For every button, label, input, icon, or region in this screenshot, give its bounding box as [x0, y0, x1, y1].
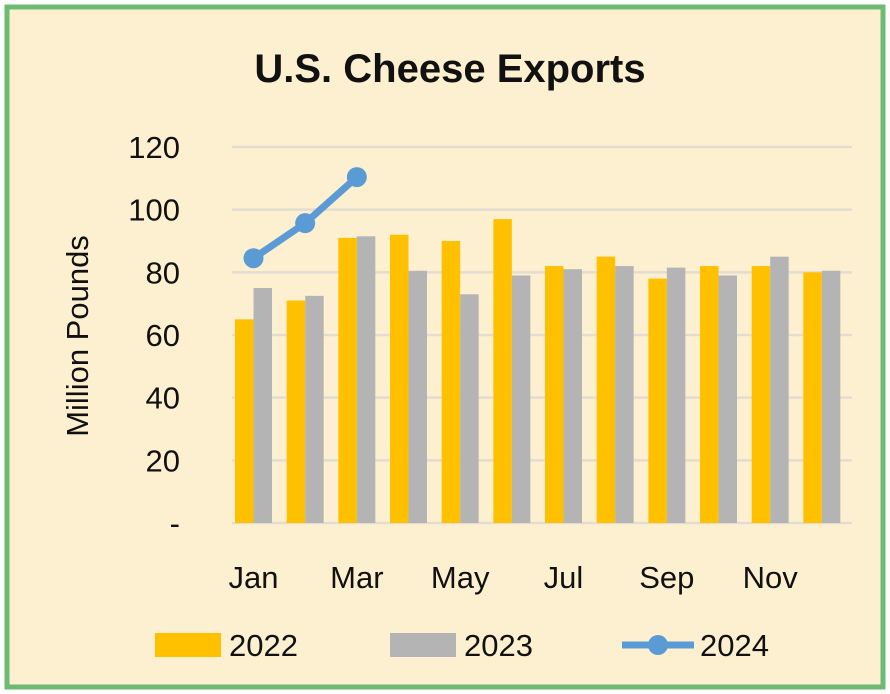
bar-2022-Jul — [545, 266, 564, 523]
bar-2022-Jan — [235, 319, 254, 523]
bar-2022-Sep — [648, 278, 667, 523]
y-tick-label: - — [170, 506, 180, 541]
bar-2022-Aug — [596, 256, 616, 523]
bar-2023-Sep — [666, 267, 686, 523]
point-2024-Jan — [243, 248, 264, 269]
bar-2023-Mar — [356, 236, 376, 524]
bar-2022-Dec — [803, 272, 822, 523]
legend-label-2022: 2022 — [229, 628, 298, 663]
x-tick-label: Jan — [229, 560, 279, 595]
bar-2023-Jul — [563, 269, 582, 523]
y-axis-label: Million Pounds — [60, 235, 95, 437]
y-tick-label: 60 — [146, 318, 180, 353]
bar-2023-Jun — [511, 275, 531, 523]
bar-2022-Oct — [700, 266, 719, 523]
bar-2022-Feb — [286, 300, 306, 523]
bar-2023-Apr — [408, 270, 427, 523]
bar-2022-Nov — [751, 266, 771, 523]
y-tick-label: 80 — [146, 255, 180, 290]
x-tick-label: Mar — [330, 560, 383, 595]
y-tick-label: 100 — [128, 193, 180, 228]
point-2024-Feb — [295, 213, 316, 234]
y-tick-label: 40 — [146, 381, 180, 416]
x-tick-label: May — [431, 560, 490, 595]
bar-2023-May — [460, 294, 479, 523]
legend-label-2023: 2023 — [464, 628, 533, 663]
chart-title: U.S. Cheese Exports — [254, 47, 645, 91]
bar-2023-Feb — [305, 295, 324, 523]
x-tick-label: Jul — [544, 560, 584, 595]
bar-2022-May — [441, 241, 461, 523]
x-tick-label: Sep — [639, 560, 694, 595]
bar-2023-Oct — [718, 275, 737, 523]
bar-2023-Jan — [253, 288, 272, 523]
bar-2023-Dec — [821, 270, 841, 523]
bar-2022-Jun — [493, 219, 512, 524]
legend-swatch-2022 — [155, 633, 221, 657]
bar-2023-Aug — [615, 266, 634, 523]
legend-swatch-2023 — [390, 633, 456, 657]
point-2024-Mar — [346, 167, 367, 188]
legend-label-2024: 2024 — [700, 628, 769, 663]
legend-marker-2024 — [648, 635, 668, 655]
bar-2022-Mar — [338, 237, 357, 523]
bar-2023-Nov — [770, 256, 789, 523]
x-tick-label: Nov — [743, 560, 799, 595]
y-tick-label: 120 — [128, 130, 180, 165]
bar-2022-Apr — [390, 234, 409, 523]
y-tick-label: 20 — [146, 443, 180, 478]
